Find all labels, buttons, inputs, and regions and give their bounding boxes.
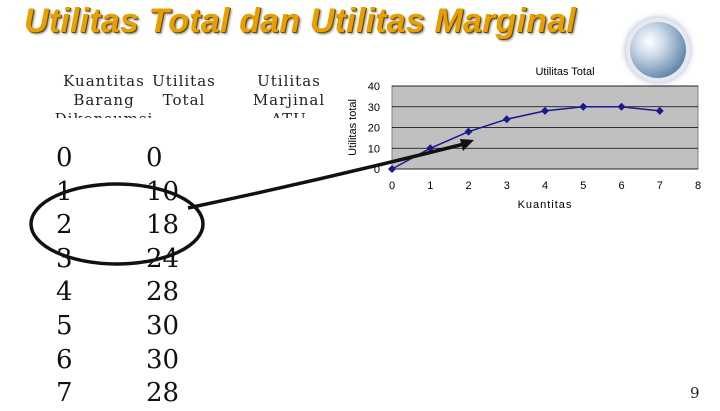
- total-utility-value: 10: [146, 176, 180, 207]
- y-tick-label: 0: [374, 164, 380, 176]
- x-tick-label: 4: [542, 180, 548, 192]
- data-point: [579, 102, 588, 111]
- total-utility-value: 0: [146, 143, 163, 173]
- header-quantity: Kuantitas Barang Dikonsumsi: [55, 72, 153, 118]
- quantity-value: 7: [56, 378, 73, 409]
- x-tick-label: 0: [389, 180, 395, 192]
- x-tick-label: 7: [657, 180, 663, 192]
- y-axis-label: Utilitas total: [347, 99, 359, 156]
- total-utility-chart: Utilitas Total 0 10 20 30 40 0 1 2 3 4 5 6 7 8 Kuantita…: [347, 66, 701, 211]
- page-number: 9: [690, 384, 700, 402]
- header-total-utility: Utilitas Total: [152, 72, 216, 109]
- total-utility-value: 18: [146, 210, 180, 241]
- total-utility-value: 28: [146, 378, 180, 409]
- y-tick-label: 30: [368, 102, 380, 114]
- quantity-value: 5: [56, 310, 73, 341]
- data-point: [502, 115, 511, 124]
- y-tick-label: 10: [368, 143, 380, 155]
- quantity-value: 1: [56, 176, 73, 207]
- x-tick-label: 2: [465, 180, 471, 192]
- data-point: [655, 106, 664, 115]
- slide-title: Utilitas Total dan Utilitas Marginal: [24, 2, 576, 40]
- data-point: [617, 102, 626, 111]
- total-utility-value: 30: [146, 344, 180, 375]
- x-tick-label: 5: [580, 180, 586, 192]
- x-axis-label: Kuantitas: [518, 199, 573, 211]
- total-utility-value: 30: [146, 310, 180, 341]
- quantity-value: 6: [56, 344, 73, 375]
- quantity-value: 2: [56, 210, 73, 241]
- quantity-value: 0: [56, 143, 73, 173]
- x-tick-label: 6: [618, 180, 624, 192]
- x-tick-label: 1: [427, 180, 433, 192]
- y-tick-label: 20: [368, 123, 380, 135]
- x-tick-label: 3: [504, 180, 510, 192]
- total-utility-value: 24: [146, 243, 180, 274]
- quantity-value: 4: [56, 277, 73, 308]
- quantity-value: 3: [56, 243, 73, 274]
- total-utility-column: 0 10 18 24 28 30 30 28: [146, 142, 179, 411]
- header-marginal-utility: Utilitas Marjinal ATU: [252, 72, 326, 118]
- data-point: [541, 106, 549, 115]
- total-utility-value: 28: [146, 277, 180, 308]
- y-tick-label: 40: [368, 81, 380, 93]
- x-tick-label: 8: [695, 180, 701, 192]
- chart-title: Utilitas Total: [535, 66, 594, 78]
- globe-logo-icon: [630, 22, 686, 78]
